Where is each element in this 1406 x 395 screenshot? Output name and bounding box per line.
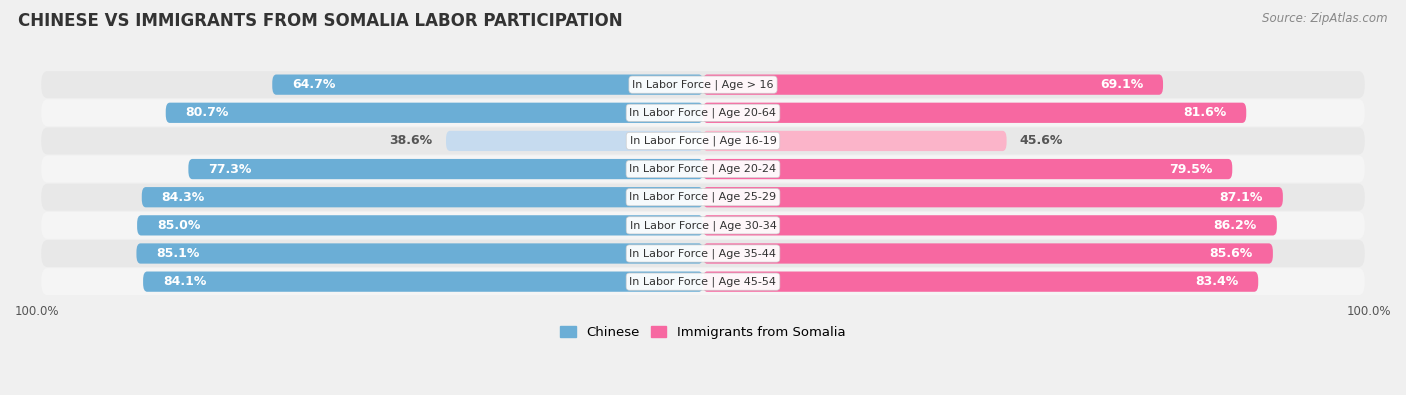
- Legend: Chinese, Immigrants from Somalia: Chinese, Immigrants from Somalia: [555, 321, 851, 345]
- Text: 69.1%: 69.1%: [1099, 78, 1143, 91]
- FancyBboxPatch shape: [41, 71, 1365, 98]
- FancyBboxPatch shape: [41, 184, 1365, 211]
- Text: 64.7%: 64.7%: [292, 78, 336, 91]
- FancyBboxPatch shape: [143, 271, 703, 292]
- FancyBboxPatch shape: [703, 187, 1282, 207]
- Text: 38.6%: 38.6%: [389, 134, 433, 147]
- Text: In Labor Force | Age 16-19: In Labor Force | Age 16-19: [630, 135, 776, 146]
- Text: 85.0%: 85.0%: [157, 219, 201, 232]
- Text: 83.4%: 83.4%: [1195, 275, 1239, 288]
- Text: In Labor Force | Age 25-29: In Labor Force | Age 25-29: [630, 192, 776, 203]
- Text: 84.1%: 84.1%: [163, 275, 207, 288]
- FancyBboxPatch shape: [703, 131, 1007, 151]
- FancyBboxPatch shape: [166, 103, 703, 123]
- FancyBboxPatch shape: [188, 159, 703, 179]
- Text: In Labor Force | Age 35-44: In Labor Force | Age 35-44: [630, 248, 776, 259]
- FancyBboxPatch shape: [41, 240, 1365, 267]
- Text: Source: ZipAtlas.com: Source: ZipAtlas.com: [1263, 12, 1388, 25]
- Text: 85.6%: 85.6%: [1209, 247, 1253, 260]
- FancyBboxPatch shape: [703, 271, 1258, 292]
- FancyBboxPatch shape: [142, 187, 703, 207]
- FancyBboxPatch shape: [41, 128, 1365, 154]
- FancyBboxPatch shape: [703, 75, 1163, 95]
- FancyBboxPatch shape: [703, 243, 1272, 263]
- FancyBboxPatch shape: [446, 131, 703, 151]
- Text: 81.6%: 81.6%: [1182, 106, 1226, 119]
- Text: 85.1%: 85.1%: [156, 247, 200, 260]
- Text: 77.3%: 77.3%: [208, 163, 252, 175]
- FancyBboxPatch shape: [273, 75, 703, 95]
- Text: 79.5%: 79.5%: [1168, 163, 1212, 175]
- Text: 80.7%: 80.7%: [186, 106, 229, 119]
- FancyBboxPatch shape: [41, 268, 1365, 295]
- FancyBboxPatch shape: [41, 212, 1365, 239]
- FancyBboxPatch shape: [703, 103, 1246, 123]
- FancyBboxPatch shape: [41, 99, 1365, 126]
- Text: In Labor Force | Age 20-24: In Labor Force | Age 20-24: [630, 164, 776, 174]
- Text: CHINESE VS IMMIGRANTS FROM SOMALIA LABOR PARTICIPATION: CHINESE VS IMMIGRANTS FROM SOMALIA LABOR…: [18, 12, 623, 30]
- Text: In Labor Force | Age 45-54: In Labor Force | Age 45-54: [630, 276, 776, 287]
- Text: 86.2%: 86.2%: [1213, 219, 1257, 232]
- FancyBboxPatch shape: [138, 215, 703, 235]
- Text: 45.6%: 45.6%: [1019, 134, 1063, 147]
- Text: In Labor Force | Age 20-64: In Labor Force | Age 20-64: [630, 107, 776, 118]
- Text: 87.1%: 87.1%: [1219, 191, 1263, 204]
- Text: In Labor Force | Age 30-34: In Labor Force | Age 30-34: [630, 220, 776, 231]
- Text: 84.3%: 84.3%: [162, 191, 205, 204]
- FancyBboxPatch shape: [41, 156, 1365, 182]
- Text: In Labor Force | Age > 16: In Labor Force | Age > 16: [633, 79, 773, 90]
- FancyBboxPatch shape: [703, 159, 1232, 179]
- FancyBboxPatch shape: [136, 243, 703, 263]
- FancyBboxPatch shape: [703, 215, 1277, 235]
